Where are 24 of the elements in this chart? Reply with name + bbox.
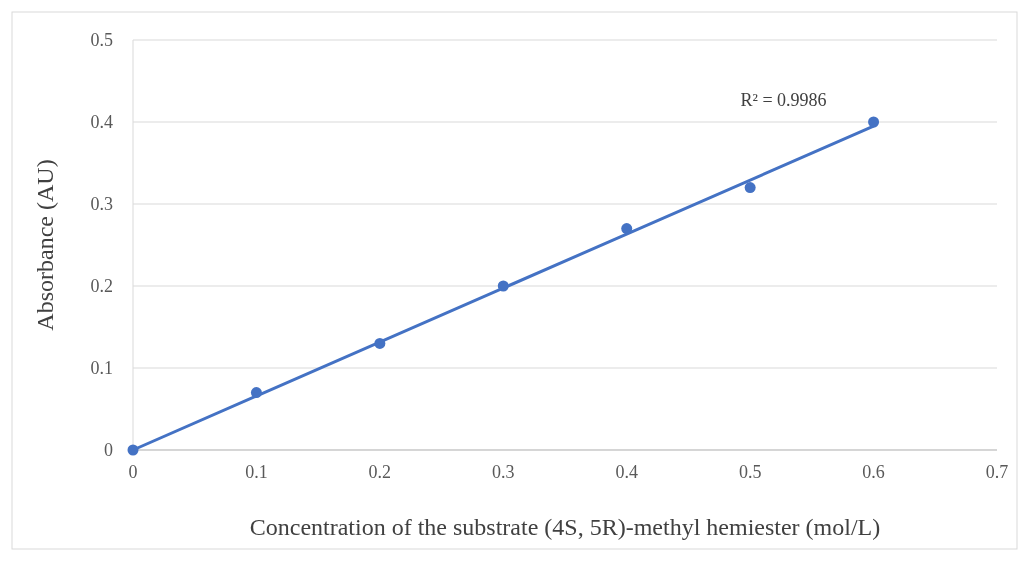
y-tick-label: 0.1 (90, 358, 113, 379)
x-tick-label: 0.1 (245, 462, 268, 482)
y-tick-label: 0.2 (90, 276, 113, 297)
x-tick-label: 0.4 (615, 462, 638, 482)
y-tick-label: 0.3 (90, 194, 113, 215)
y-tick-label: 0 (104, 440, 113, 461)
point (497, 280, 509, 292)
x-tick-label: 0.6 (862, 462, 885, 482)
point (744, 182, 756, 194)
y-tick-label: 0.5 (90, 30, 113, 51)
point (127, 444, 139, 456)
annotation: R² = 0.9986 (740, 90, 827, 111)
x-tick-label: 0 (128, 462, 138, 482)
x-tick-label: 0.2 (368, 462, 392, 482)
y-tick-label: 0.4 (90, 112, 113, 133)
x-tick-label: 0.3 (492, 462, 515, 482)
x-tick-label: 0.5 (738, 462, 762, 482)
x-axis-title: Concentration of the substrate (4S, 5R)-methyl hemiester (mol/L) (249, 514, 881, 540)
point (250, 387, 262, 399)
y-axis-title: Absorbance (AU) (32, 159, 58, 331)
x-tick-label: 0.7 (985, 462, 1009, 482)
point (868, 116, 880, 128)
point (374, 337, 386, 349)
point (621, 223, 633, 235)
